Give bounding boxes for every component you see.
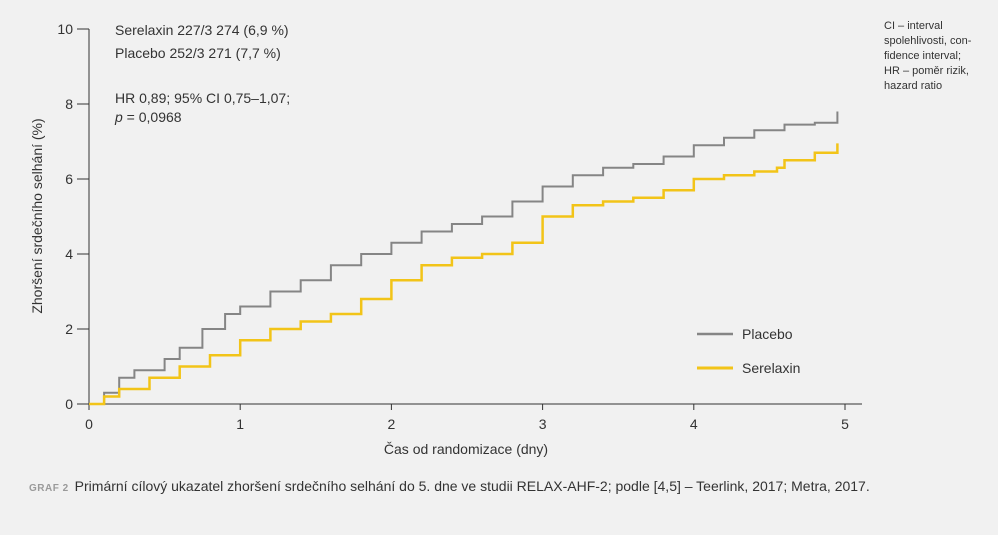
y-tick-label: 10 — [57, 21, 73, 37]
caption-label: GRAF 2 — [29, 483, 69, 494]
legend-label-serelaxin: Serelaxin — [742, 360, 800, 376]
y-tick-label: 8 — [65, 96, 73, 112]
figure-caption: GRAF 2 Primární cílový ukazatel zhoršení … — [29, 476, 979, 499]
x-tick-label: 5 — [841, 416, 849, 432]
series-line-placebo — [89, 111, 839, 405]
y-tick-label: 6 — [65, 171, 73, 187]
caption-text: Primární cílový ukazatel zhoršení srdečn… — [74, 478, 870, 494]
legend-label-placebo: Placebo — [742, 326, 793, 342]
note-line: fidence interval; — [884, 50, 962, 62]
annotation-serelaxin-count: Serelaxin 227/3 274 (6,9 %) — [115, 22, 289, 38]
series-line-serelaxin — [89, 143, 839, 406]
x-tick-label: 1 — [236, 416, 244, 432]
annotation-hazard-ratio: HR 0,89; 95% CI 0,75–1,07; — [115, 90, 290, 106]
y-tick-label: 2 — [65, 321, 73, 337]
x-tick-label: 2 — [388, 416, 396, 432]
axis-ticks: 0 1 2 3 4 5 0 2 4 6 8 10 — [57, 21, 849, 432]
note-line: spolehlivosti, con- — [884, 35, 972, 47]
series-layer — [89, 111, 839, 406]
note-line: hazard ratio — [884, 80, 943, 92]
note-line: HR – poměr rizik, — [884, 65, 969, 77]
x-tick-label: 0 — [85, 416, 93, 432]
note-line: CI – interval — [884, 20, 943, 32]
y-tick-label: 4 — [65, 246, 73, 262]
y-tick-label: 0 — [65, 396, 73, 412]
y-axis-title: Zhoršení srdečního selhání (%) — [29, 118, 45, 313]
annotation-p-symbol: p — [114, 109, 123, 125]
x-axis-title: Čas od randomizace (dny) — [384, 441, 548, 457]
x-tick-label: 4 — [690, 416, 698, 432]
annotation-placebo-count: Placebo 252/3 271 (7,7 %) — [115, 45, 281, 61]
legend: Placebo Serelaxin — [697, 326, 800, 376]
abbreviation-note: CI – interval spolehlivosti, con- fidenc… — [884, 19, 994, 94]
x-tick-label: 3 — [539, 416, 547, 432]
annotation-p-rest: = 0,0968 — [123, 109, 182, 125]
annotation-p-value: p = 0,0968 — [114, 109, 182, 125]
